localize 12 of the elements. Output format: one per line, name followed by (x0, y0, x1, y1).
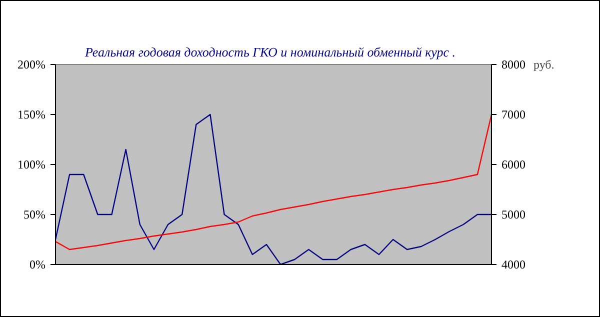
y-tick-label: 0% (30, 258, 46, 272)
y-tick-label: 150% (18, 108, 46, 122)
y2-tick-label: 5000 (502, 208, 526, 222)
y2-tick-label: 7000 (502, 108, 526, 122)
chart-title: Реальная годовая доходность ГКО и номинальный обменный курс . (84, 44, 456, 60)
y-tick-label: 200% (18, 58, 46, 72)
y2-tick-label: 4000 (502, 258, 526, 272)
y2-axis-title: руб. (534, 58, 554, 72)
y2-tick-label: 6000 (502, 158, 526, 172)
y-tick-label: 100% (18, 158, 46, 172)
y-tick-label: 50% (24, 208, 46, 222)
y2-tick-label: 8000 (502, 58, 526, 72)
